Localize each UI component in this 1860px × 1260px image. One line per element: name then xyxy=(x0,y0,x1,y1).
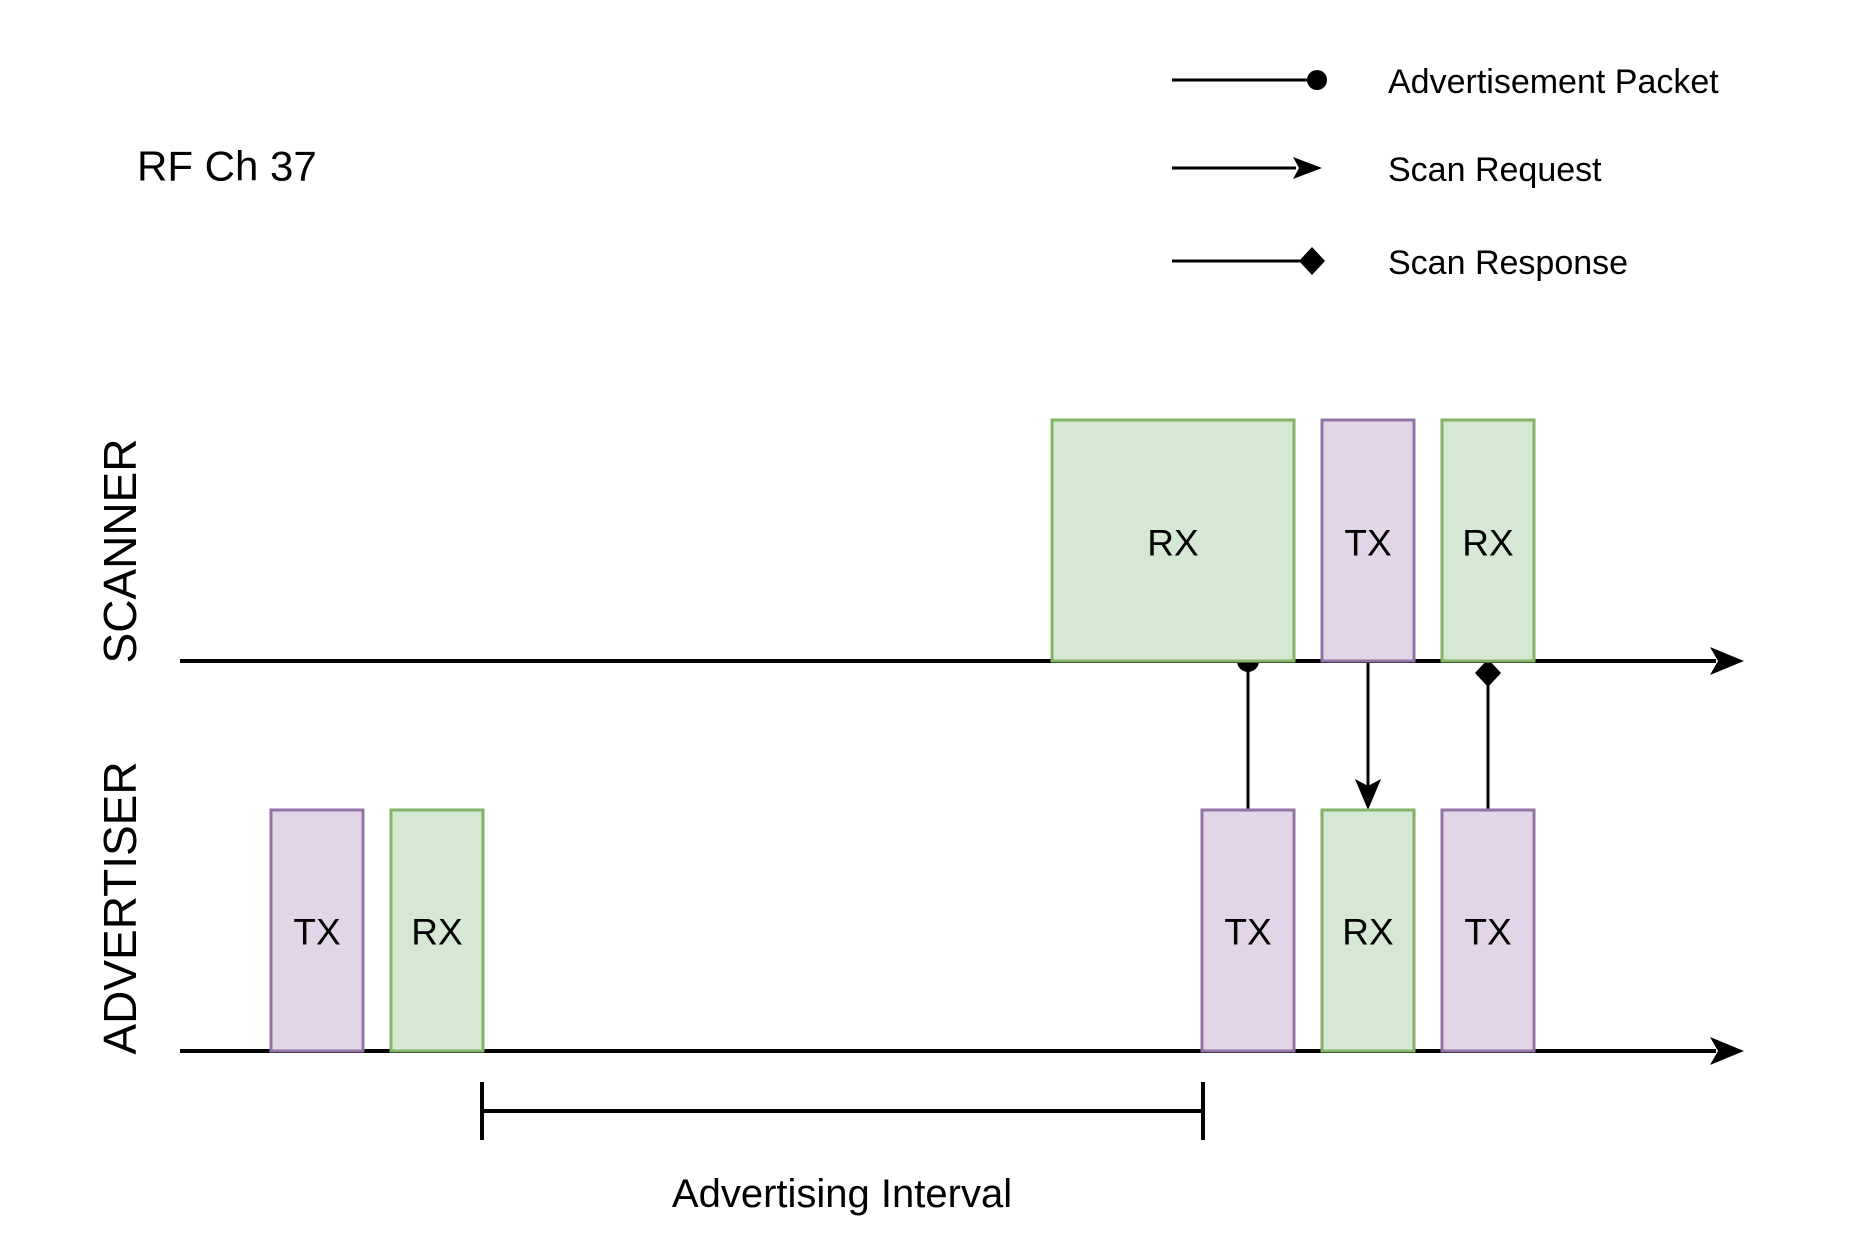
arrow-marker-icon xyxy=(1293,157,1322,179)
advertiser-tx-box-3 xyxy=(1440,808,1536,1053)
legend-label: Scan Response xyxy=(1388,244,1628,282)
lane-label-scanner: SCANNER xyxy=(94,439,146,664)
legend-item-scan-response: Scan Response xyxy=(1172,244,1628,282)
scanner-rx-window-box xyxy=(1050,418,1296,663)
scan-request-connector xyxy=(1355,661,1381,810)
lane-label-advertiser: ADVERTISER xyxy=(94,761,146,1054)
diamond-marker-icon xyxy=(1299,247,1325,275)
box-label: TX xyxy=(1344,523,1391,564)
channel-label: RF Ch 37 xyxy=(137,143,317,190)
scan-response-connector xyxy=(1475,659,1501,810)
legend-label: Scan Request xyxy=(1388,151,1602,189)
advertisement-packet-connector xyxy=(1237,650,1259,810)
advertiser-tx-box-1 xyxy=(269,808,365,1053)
advertiser-tx-box-2 xyxy=(1200,808,1296,1053)
advertising-interval-bracket: Advertising Interval xyxy=(480,1082,1205,1216)
box-label: TX xyxy=(293,912,340,953)
legend-item-scan-request: Scan Request xyxy=(1172,151,1602,189)
advertiser-rx-box-2 xyxy=(1320,808,1416,1053)
box-label: RX xyxy=(411,912,462,953)
box-label: RX xyxy=(1342,912,1393,953)
advertiser-boxes: TX RX TX RX TX xyxy=(269,808,1536,1053)
box-label: RX xyxy=(1147,523,1198,564)
scanner-tx-box xyxy=(1320,418,1416,663)
interval-label: Advertising Interval xyxy=(672,1172,1012,1216)
connectors xyxy=(1237,650,1501,810)
diamond-marker-icon xyxy=(1475,659,1501,687)
box-label: RX xyxy=(1462,523,1513,564)
legend-label: Advertisement Packet xyxy=(1388,63,1719,101)
arrow-down-marker-icon xyxy=(1355,779,1381,810)
circle-marker-icon xyxy=(1307,70,1327,90)
advertiser-rx-box-1 xyxy=(389,808,485,1053)
scanner-axis-arrow-icon xyxy=(1710,647,1744,675)
box-label: TX xyxy=(1224,912,1271,953)
advertiser-axis-arrow-icon xyxy=(1710,1037,1744,1065)
legend: Advertisement Packet Scan Request Scan R… xyxy=(1172,63,1719,282)
legend-item-advertisement-packet: Advertisement Packet xyxy=(1172,63,1719,101)
scanner-rx-box xyxy=(1440,418,1536,663)
scanner-boxes: RX TX RX xyxy=(1050,418,1536,663)
box-label: TX xyxy=(1464,912,1511,953)
